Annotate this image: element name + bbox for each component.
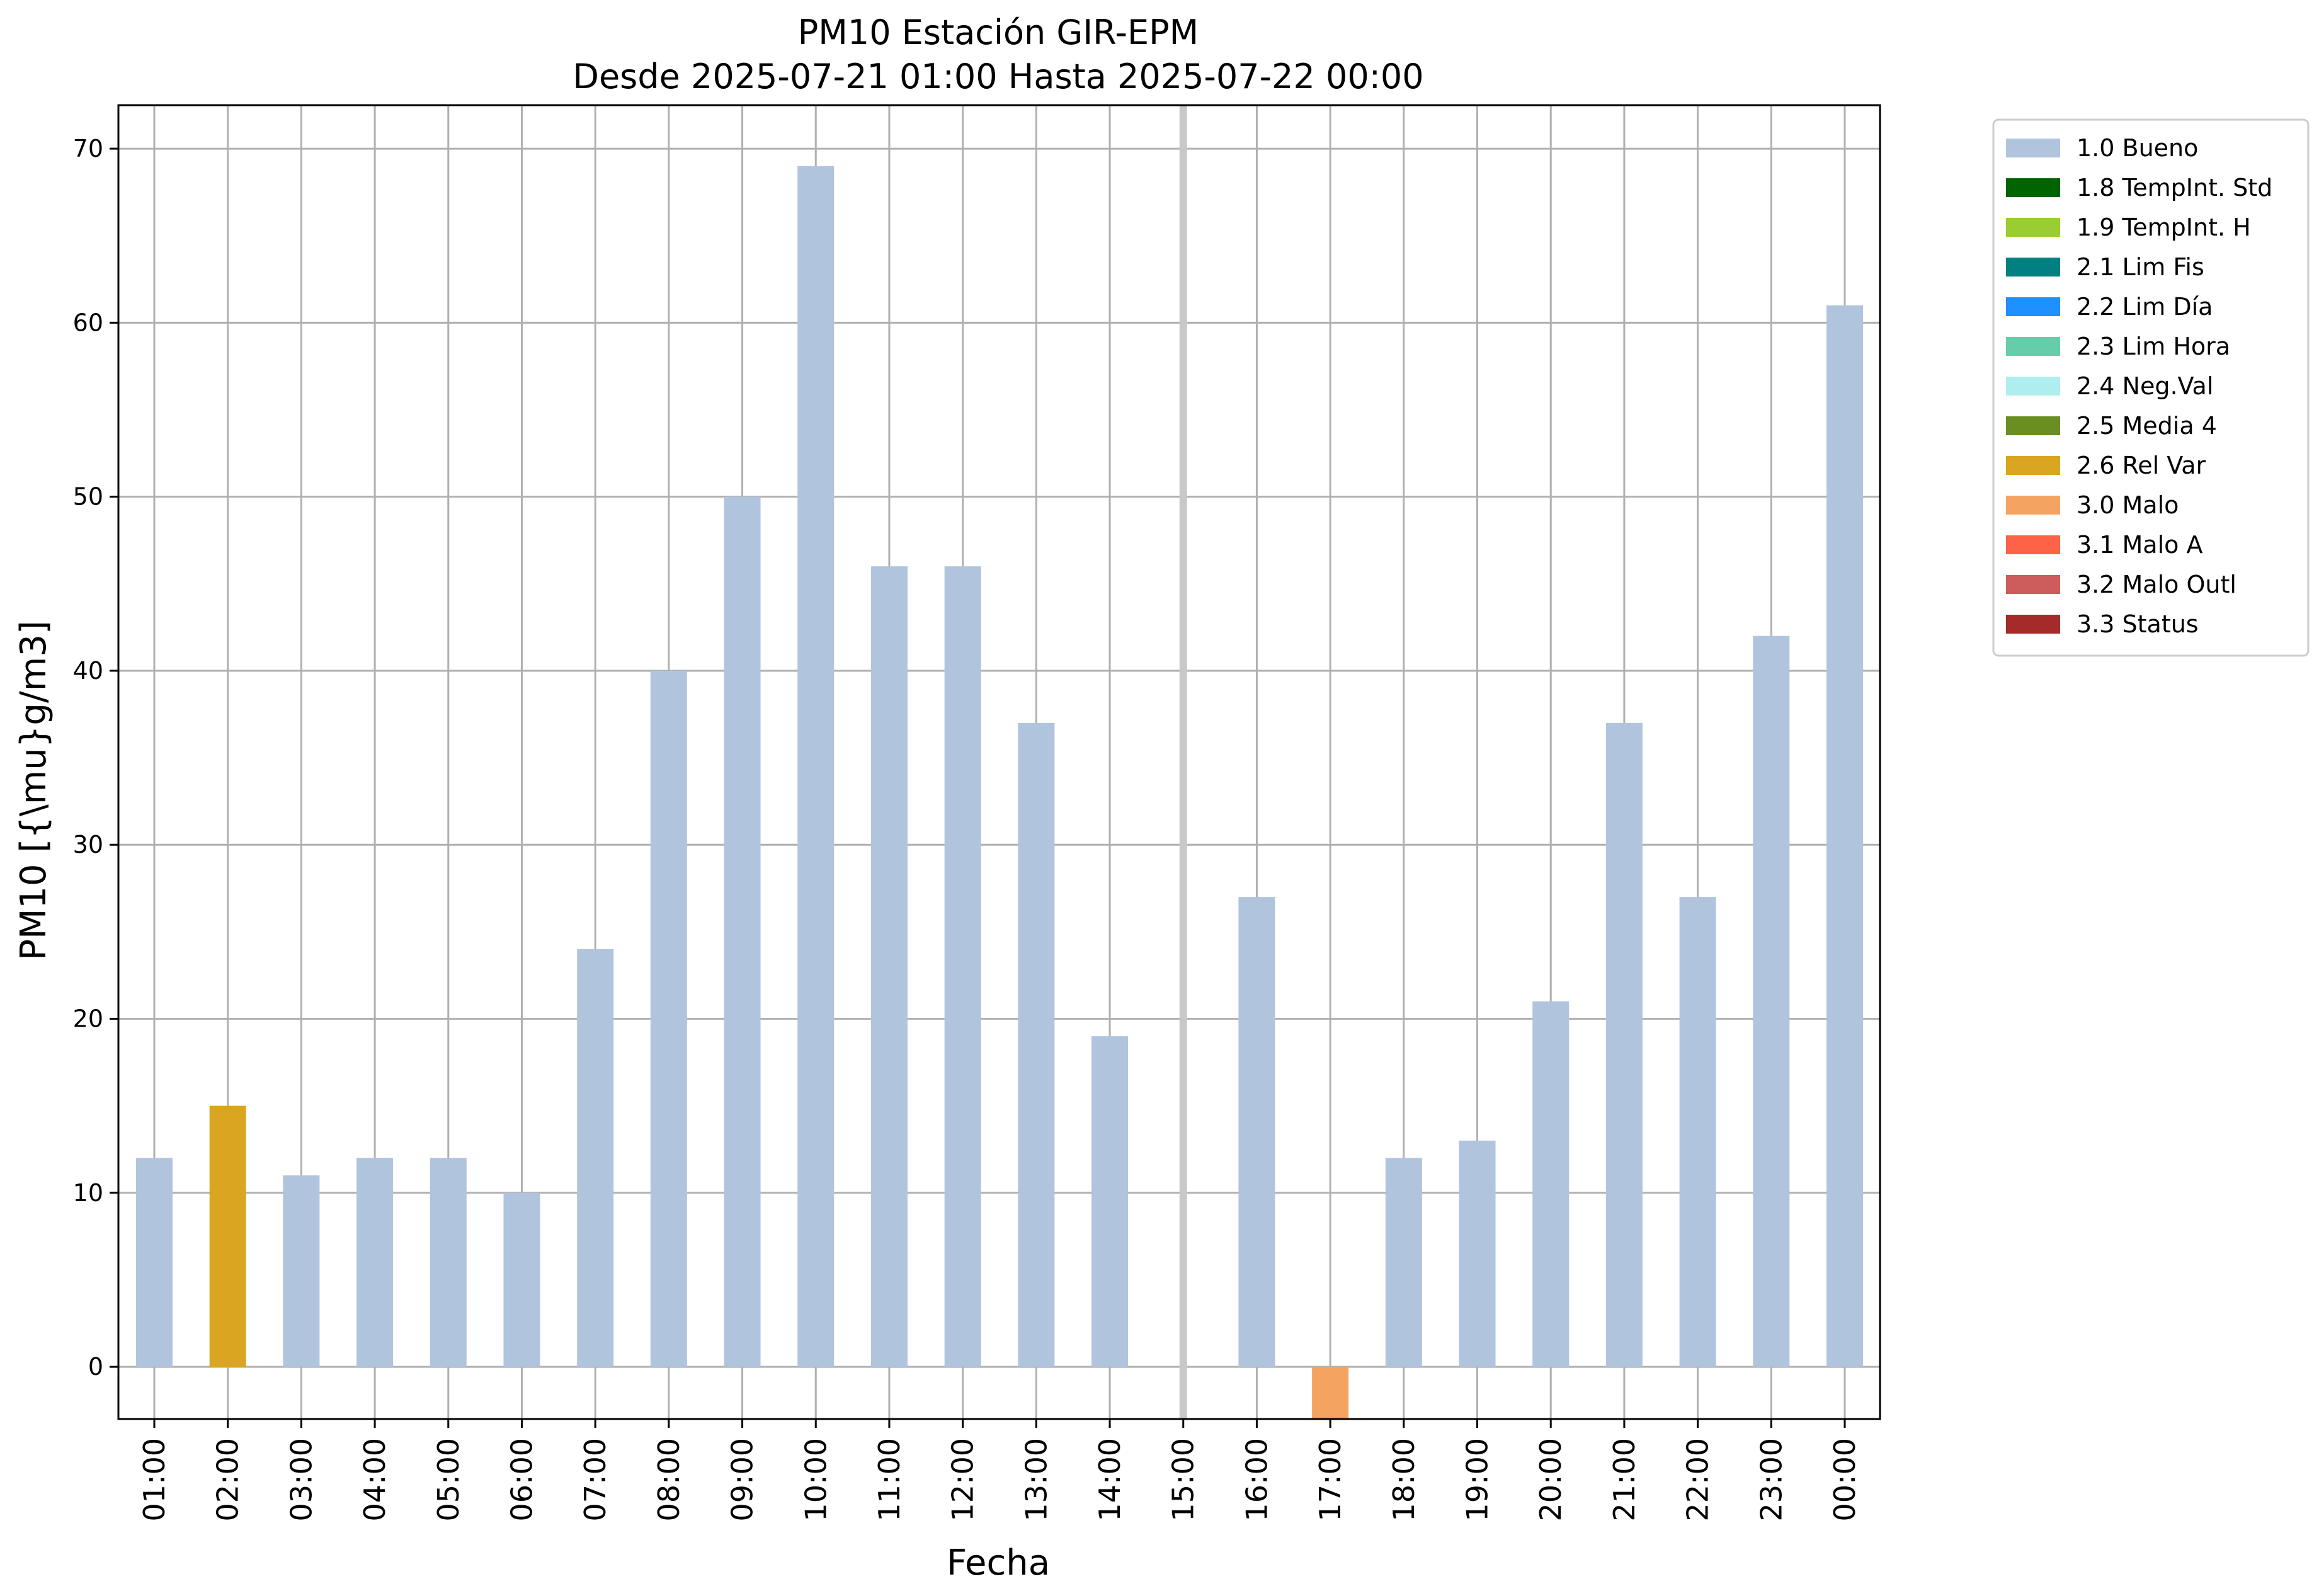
bar-0400 bbox=[356, 1158, 394, 1367]
y-tick-label: 50 bbox=[73, 483, 103, 511]
bar-2300 bbox=[1753, 636, 1790, 1367]
legend-label: 1.8 TempInt. Std bbox=[2077, 174, 2272, 202]
x-tick-label: 04:00 bbox=[358, 1438, 392, 1522]
x-tick-label: 12:00 bbox=[946, 1438, 980, 1522]
x-tick-label: 07:00 bbox=[578, 1438, 612, 1522]
x-tick-label: 19:00 bbox=[1461, 1438, 1495, 1522]
x-tick-label: 06:00 bbox=[504, 1438, 538, 1522]
bar-0200 bbox=[209, 1105, 246, 1367]
bar-0800 bbox=[650, 670, 687, 1367]
bar-1700 bbox=[1312, 1367, 1349, 1419]
x-tick-label: 02:00 bbox=[211, 1438, 245, 1522]
x-tick-label: 18:00 bbox=[1387, 1438, 1421, 1522]
legend-label: 2.1 Lim Fis bbox=[2077, 253, 2204, 281]
y-tick-label: 30 bbox=[73, 831, 103, 858]
x-tick-label: 08:00 bbox=[652, 1438, 686, 1522]
plot-area-frame bbox=[117, 104, 1881, 1420]
bar-0600 bbox=[503, 1192, 540, 1367]
x-tick-label: 14:00 bbox=[1093, 1438, 1127, 1522]
x-tick-label: 23:00 bbox=[1754, 1438, 1788, 1522]
legend-swatch bbox=[2006, 337, 2060, 356]
legend: 1.0 Bueno 1.8 TempInt. Std 1.9 TempInt. H 2… bbox=[1992, 118, 2310, 657]
legend-box bbox=[1992, 118, 2310, 657]
legend-label: 3.0 Malo bbox=[2077, 491, 2179, 519]
legend-label: 2.4 Neg.Val bbox=[2077, 372, 2213, 400]
bar-2000 bbox=[1532, 1001, 1570, 1367]
legend-label: 3.1 Malo A bbox=[2077, 531, 2202, 559]
legend-label: 2.6 Rel Var bbox=[2077, 452, 2206, 479]
legend-swatch bbox=[2006, 258, 2060, 276]
y-tick-label: 70 bbox=[73, 135, 103, 162]
bar-1800 bbox=[1385, 1158, 1422, 1367]
y-tick-label: 40 bbox=[73, 657, 103, 685]
x-tick-label: 10:00 bbox=[799, 1438, 833, 1522]
x-tick-label: 16:00 bbox=[1239, 1438, 1273, 1522]
x-axis-label: Fecha bbox=[947, 1542, 1050, 1583]
legend-label: 1.9 TempInt. H bbox=[2077, 214, 2251, 241]
y-tick-label: 0 bbox=[88, 1353, 103, 1381]
bar-0100 bbox=[136, 1158, 173, 1367]
legend-label: 2.5 Media 4 bbox=[2077, 412, 2217, 440]
legend-swatch bbox=[2006, 139, 2060, 157]
legend-label: 1.0 Bueno bbox=[2077, 134, 2198, 162]
legend-label: 2.3 Lim Hora bbox=[2077, 333, 2230, 360]
bar-0700 bbox=[577, 949, 614, 1367]
bar-0900 bbox=[724, 496, 761, 1367]
x-tick-label: 22:00 bbox=[1681, 1438, 1715, 1522]
x-tick-label: 11:00 bbox=[872, 1438, 906, 1522]
bars-layer bbox=[136, 166, 1863, 1419]
missing-data-band bbox=[1179, 105, 1187, 1419]
legend-swatch bbox=[2006, 535, 2060, 554]
legend-swatch bbox=[2006, 178, 2060, 197]
x-tick-label: 03:00 bbox=[284, 1438, 318, 1522]
legend-swatch bbox=[2006, 615, 2060, 634]
legend-label: 2.2 Lim Día bbox=[2077, 293, 2213, 321]
legend-label: 3.2 Malo Outl bbox=[2077, 571, 2236, 598]
legend-swatch bbox=[2006, 575, 2060, 594]
y-tick-label: 20 bbox=[73, 1005, 103, 1033]
bar-1600 bbox=[1238, 897, 1275, 1367]
bar-1900 bbox=[1459, 1140, 1496, 1367]
x-tick-label: 15:00 bbox=[1166, 1438, 1200, 1522]
chart-subtitle: Desde 2025-07-21 01:00 Hasta 2025-07-22 … bbox=[573, 57, 1423, 96]
x-tick-label: 17:00 bbox=[1313, 1438, 1347, 1522]
bar-0500 bbox=[430, 1158, 467, 1367]
legend-swatch bbox=[2006, 416, 2060, 435]
y-tick-label: 60 bbox=[73, 309, 103, 336]
missing-data-marker-layer bbox=[1179, 105, 1187, 1419]
bar-2200 bbox=[1679, 897, 1716, 1367]
chart-title: PM10 Estación GIR-EPM bbox=[798, 13, 1199, 52]
legend-swatch bbox=[2006, 297, 2060, 316]
bar-1400 bbox=[1091, 1036, 1129, 1367]
bar-1000 bbox=[797, 166, 835, 1367]
y-axis-label: PM10 [{\mu}g/m3] bbox=[13, 620, 54, 960]
y-ticks: 0 10 20 30 40 50 60 70 bbox=[73, 135, 118, 1381]
bar-1200 bbox=[944, 566, 981, 1367]
legend-swatch bbox=[2006, 496, 2060, 515]
legend-swatch bbox=[2006, 218, 2060, 237]
legend-label: 3.3 Status bbox=[2077, 610, 2199, 638]
x-tick-label: 13:00 bbox=[1019, 1438, 1053, 1522]
y-tick-label: 10 bbox=[73, 1179, 103, 1207]
bar-0300 bbox=[283, 1175, 320, 1367]
bar-2100 bbox=[1605, 722, 1643, 1367]
x-tick-label: 00:00 bbox=[1828, 1438, 1862, 1522]
x-tick-label: 20:00 bbox=[1534, 1438, 1568, 1522]
legend-swatch bbox=[2006, 377, 2060, 396]
x-ticks: 01:00 02:00 03:00 04:00 05:00 06:00 07:00 08:00… bbox=[137, 1419, 1862, 1522]
x-tick-label: 01:00 bbox=[137, 1438, 171, 1522]
x-tick-label: 05:00 bbox=[431, 1438, 465, 1522]
bar-0000 bbox=[1826, 305, 1863, 1367]
bar-1300 bbox=[1018, 722, 1055, 1367]
x-tick-label: 09:00 bbox=[726, 1438, 760, 1522]
x-tick-label: 21:00 bbox=[1607, 1438, 1641, 1522]
legend-swatch bbox=[2006, 456, 2060, 475]
bar-1100 bbox=[870, 566, 908, 1367]
